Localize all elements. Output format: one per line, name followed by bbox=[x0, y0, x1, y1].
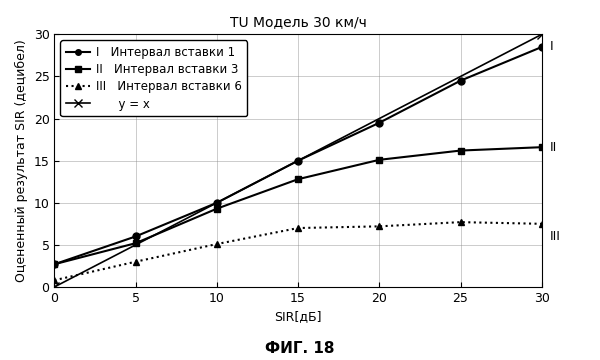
Text: II: II bbox=[550, 141, 557, 154]
Text: I: I bbox=[550, 40, 554, 54]
Text: III: III bbox=[550, 230, 561, 243]
Y-axis label: Оцененный результат SIR (децибел): Оцененный результат SIR (децибел) bbox=[15, 39, 28, 282]
Text: ФИГ. 18: ФИГ. 18 bbox=[265, 341, 335, 356]
X-axis label: SIR[дБ]: SIR[дБ] bbox=[274, 310, 322, 323]
Title: TU Модель 30 км/ч: TU Модель 30 км/ч bbox=[230, 15, 367, 29]
Legend: I   Интервал вставки 1, II   Интервал вставки 3, III   Интервал вставки 6,      : I Интервал вставки 1, II Интервал вставк… bbox=[60, 40, 247, 116]
